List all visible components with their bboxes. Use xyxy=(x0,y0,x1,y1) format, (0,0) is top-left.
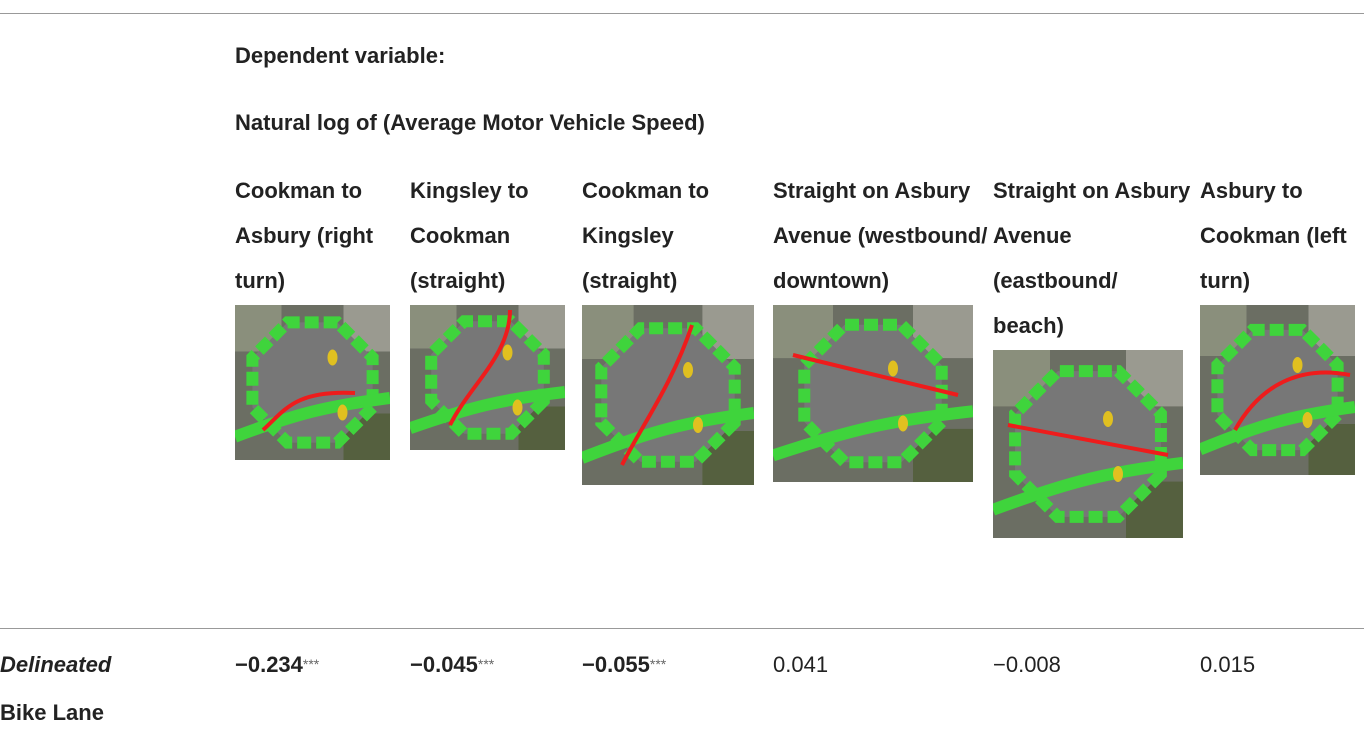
cell: 0.041 xyxy=(773,642,828,687)
cell: −0.055*** xyxy=(582,642,666,687)
top-rule xyxy=(0,13,1364,14)
coefficient: −0.045 xyxy=(410,652,478,677)
cell: −0.045*** xyxy=(410,642,494,687)
intersection-image xyxy=(235,305,390,460)
cell: −0.234*** xyxy=(235,642,319,687)
intersection-image xyxy=(993,350,1183,538)
intersection-image xyxy=(410,305,565,450)
column-header: Cookman to Asbury (right turn) xyxy=(235,168,390,460)
dependent-label: Dependent variable: xyxy=(235,43,446,68)
cell: −0.008 xyxy=(993,642,1061,687)
mid-rule xyxy=(0,628,1364,629)
column-header: Kingsley to Cookman (straight) xyxy=(410,168,575,450)
row-label: Bike Lane xyxy=(0,700,104,725)
column-header: Straight on Asbury Avenue (westbound/ do… xyxy=(773,168,988,482)
significance-stars: *** xyxy=(477,656,495,672)
column-label: Cookman to Asbury (right turn) xyxy=(235,178,374,293)
cell: 0.015 xyxy=(1200,642,1255,687)
significance-stars: *** xyxy=(302,656,320,672)
intersection-image xyxy=(773,305,973,482)
column-label: Asbury to Cookman (left turn) xyxy=(1200,178,1347,293)
column-header: Straight on Asbury Avenue (eastbound/ be… xyxy=(993,168,1193,538)
column-label: Cookman to Kingsley (straight) xyxy=(582,178,710,293)
coefficient: −0.234 xyxy=(235,652,303,677)
column-label: Kingsley to Cookman (straight) xyxy=(410,178,529,293)
significance-stars: *** xyxy=(649,656,667,672)
intersection-image xyxy=(582,305,754,485)
column-label: Straight on Asbury Avenue (westbound/ do… xyxy=(773,178,988,293)
intersection-image xyxy=(1200,305,1355,475)
column-label: Straight on Asbury Avenue (eastbound/ be… xyxy=(993,178,1191,338)
coefficient: −0.055 xyxy=(582,652,650,677)
dependent-variable: Natural log of (Average Motor Vehicle Sp… xyxy=(235,110,705,135)
column-header: Asbury to Cookman (left turn) xyxy=(1200,168,1360,475)
coefficient: 0.041 xyxy=(773,652,829,677)
row-label-italic: Delineated xyxy=(0,652,112,677)
coefficient: −0.008 xyxy=(993,652,1061,677)
coefficient: 0.015 xyxy=(1200,652,1256,677)
column-header: Cookman to Kingsley (straight) xyxy=(582,168,767,485)
